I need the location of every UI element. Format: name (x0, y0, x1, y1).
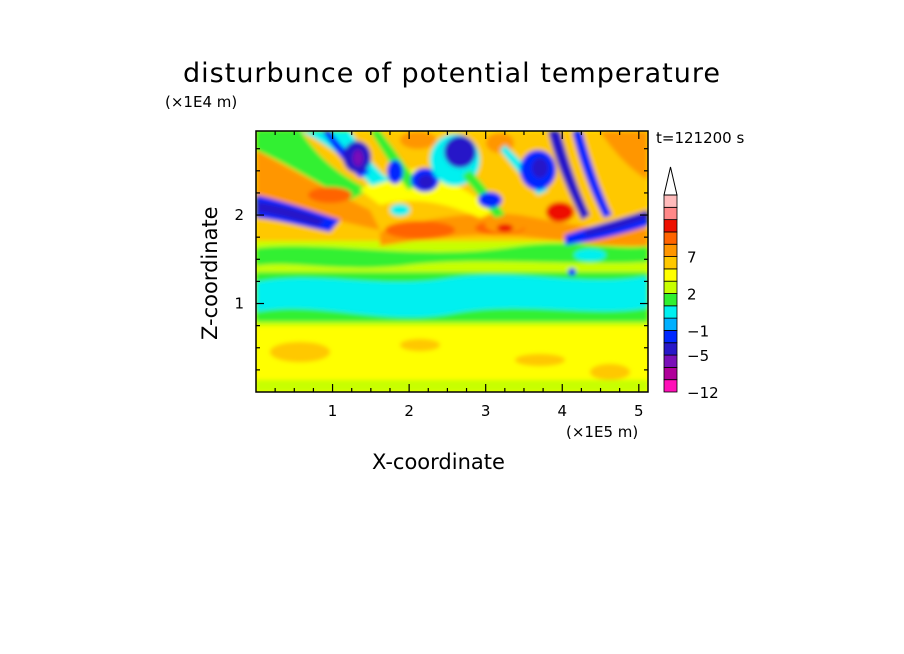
field-patch (353, 150, 363, 166)
colorbar-tick-label: 7 (687, 249, 697, 267)
colorbar-swatch (663, 280, 678, 294)
field-patch (444, 136, 476, 168)
field-band (256, 243, 648, 268)
field-patch (258, 202, 325, 226)
field-patch (270, 342, 330, 362)
colorbar-swatch (663, 219, 678, 233)
field-patch (600, 131, 648, 180)
field-band (256, 275, 648, 318)
field-patch (478, 192, 502, 208)
x-tick-label: 4 (557, 402, 567, 420)
field-patch (387, 160, 403, 184)
x-tick-label: 5 (634, 402, 644, 420)
field-patch (308, 187, 352, 203)
field-patch (385, 221, 455, 239)
x-tick-label: 2 (404, 402, 414, 420)
heatmap-field (256, 131, 648, 392)
x-tick-label: 3 (481, 402, 491, 420)
x-scale-label: (×1E5 m) (566, 423, 639, 441)
axes: 1 2 3 4 5 1 2 (234, 131, 648, 420)
field-band (256, 380, 648, 392)
colorbar-tick-label: −1 (687, 322, 709, 340)
field-patch (532, 158, 548, 178)
z-scale-label: (×1E4 m) (165, 93, 238, 111)
colorbar-swatch (663, 379, 678, 393)
colorbar-tick-label: −5 (687, 347, 709, 365)
colorbar-swatch (663, 330, 678, 344)
colorbar-swatch (663, 317, 678, 331)
colorbar-swatch (663, 268, 678, 282)
field-patch (585, 210, 648, 236)
field-patch (574, 249, 606, 261)
colorbar-swatch (663, 305, 678, 319)
field-patch (572, 131, 612, 218)
colorbar-tick-label: −12 (687, 384, 719, 402)
z-tick-label: 2 (234, 206, 244, 224)
colorbar-swatch (663, 366, 678, 381)
field-patch (497, 224, 513, 232)
colorbar-swatch (663, 243, 678, 257)
colorbar-swatch (663, 342, 678, 356)
field-patch (590, 364, 630, 380)
field-patch (546, 202, 574, 222)
field-patch (568, 268, 576, 276)
colorbar-swatch (663, 354, 678, 368)
z-tick-label: 1 (234, 295, 244, 313)
chart-title: disturbunce of potential temperature (183, 58, 721, 89)
colorbar-swatch (663, 256, 678, 270)
colorbar-swatch (663, 231, 678, 245)
colorbar-swatch (663, 293, 678, 307)
field-patch (515, 354, 565, 366)
field-patch (548, 131, 590, 220)
colorbar: −12−5−127 (663, 166, 719, 402)
x-axis-title: X-coordinate (372, 450, 505, 474)
colorbar-extend-max (663, 166, 678, 196)
field-patch (400, 131, 436, 149)
colorbar-swatch (663, 206, 678, 221)
field-patch (418, 175, 434, 189)
field-patch (256, 131, 370, 200)
time-label: t=121200 s (656, 129, 745, 147)
field-patch (390, 204, 410, 216)
field-patch (400, 339, 440, 351)
colorbar-swatch (663, 194, 678, 208)
colorbar-tick-label: 2 (687, 286, 697, 304)
x-tick-label: 1 (328, 402, 338, 420)
plot-frame (255, 130, 649, 393)
